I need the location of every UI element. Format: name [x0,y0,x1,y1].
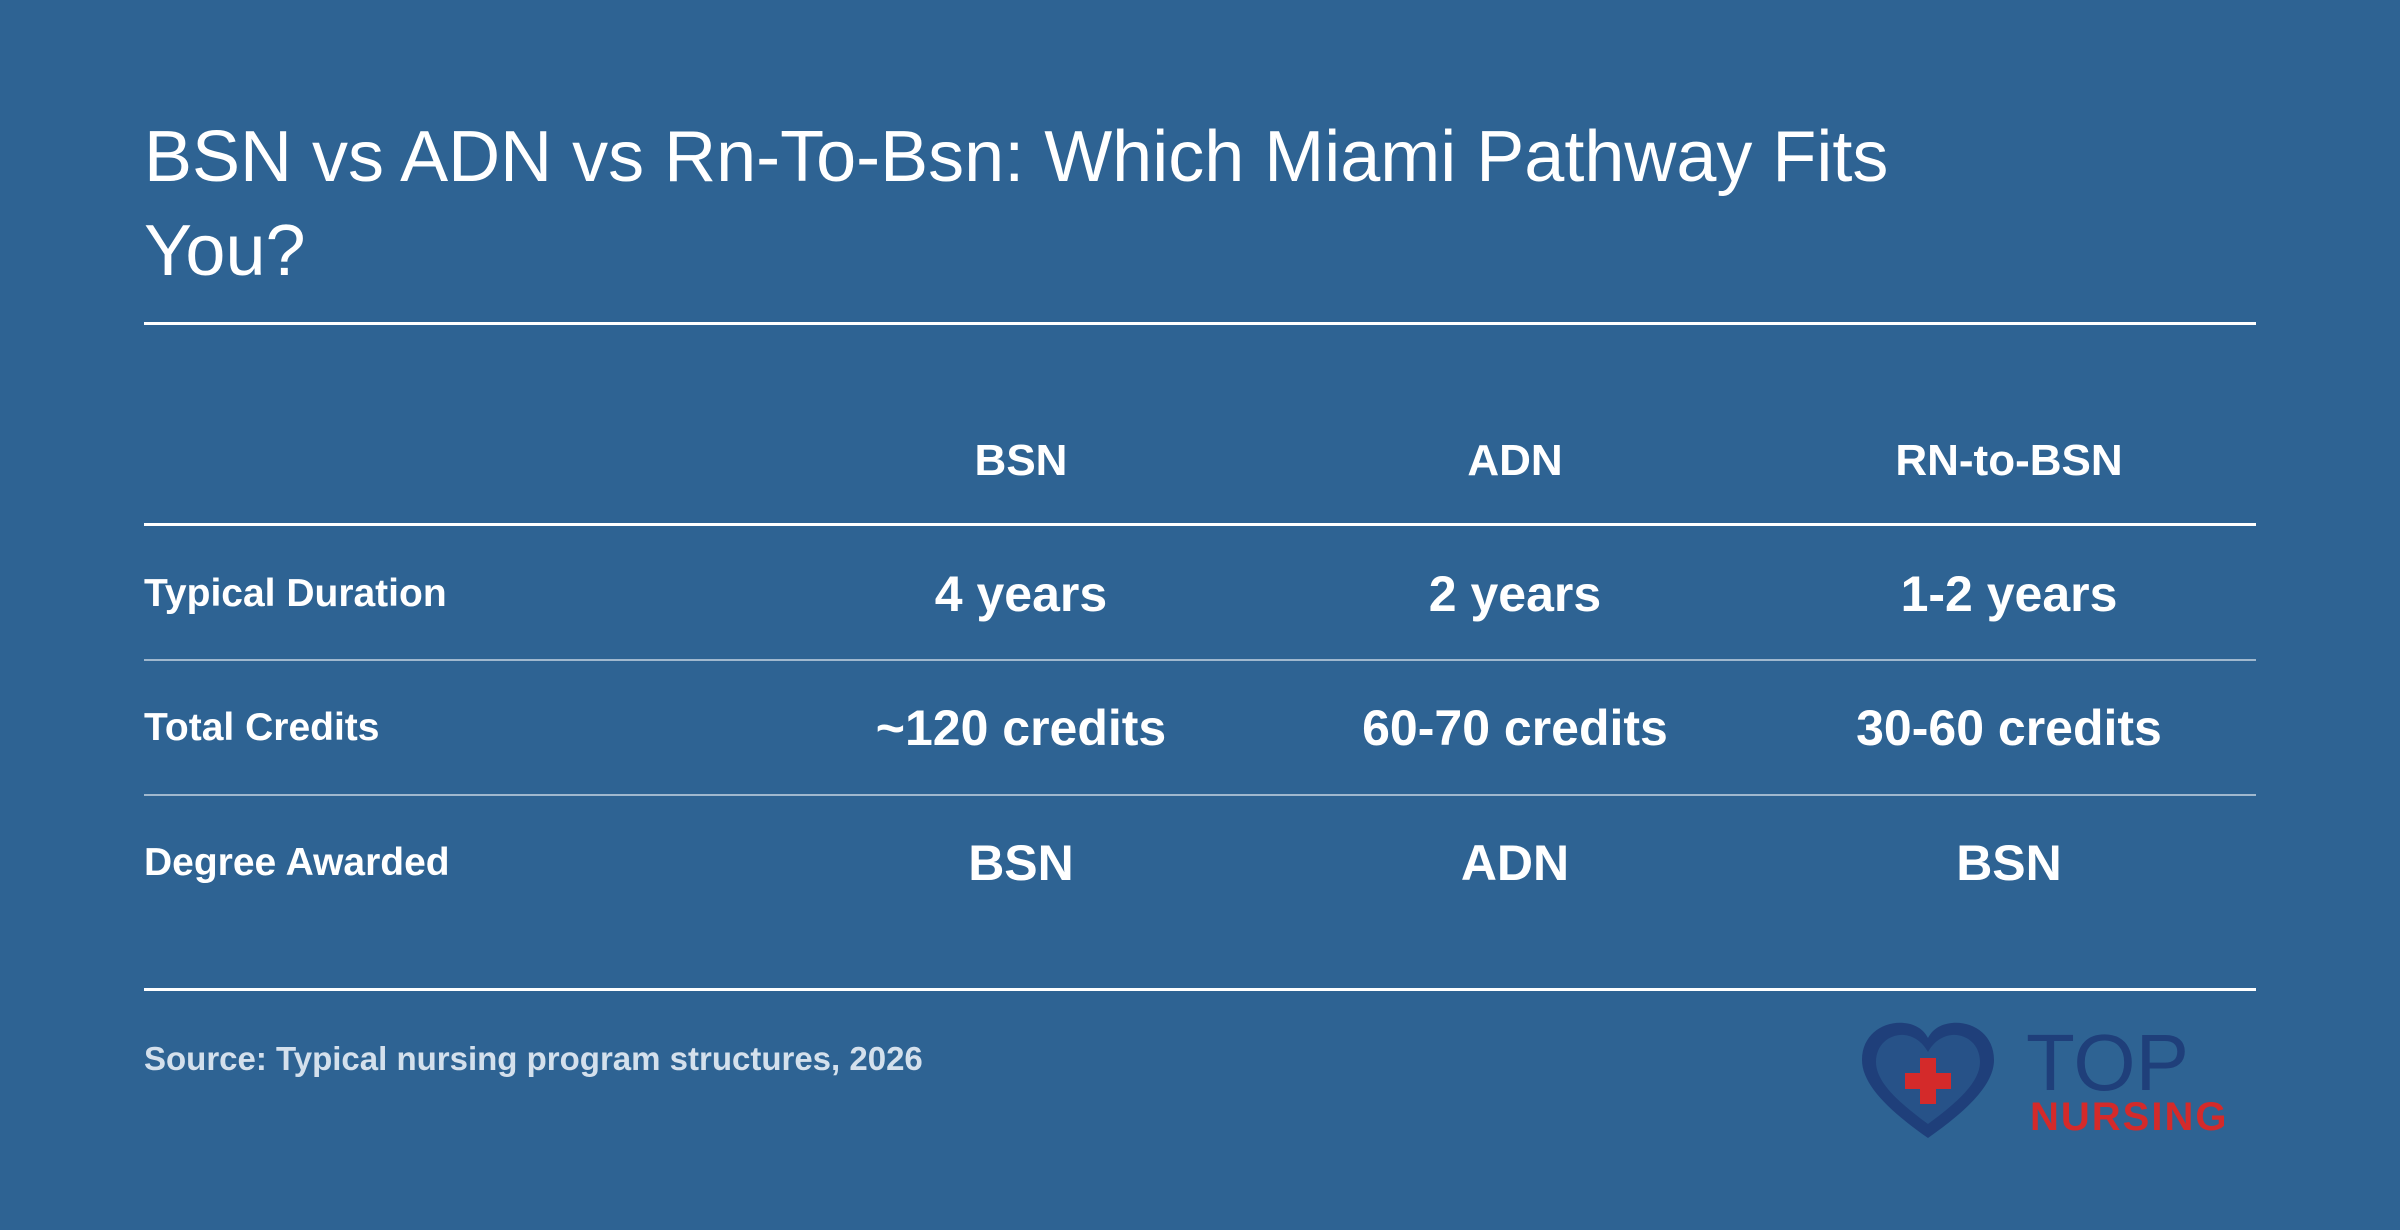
footer-divider [144,988,2256,991]
row-divider [144,659,2256,661]
row-label-total-credits: Total Credits [144,706,380,749]
cell-rn-to-bsn-degree: BSN [1956,835,2062,891]
cell-bsn-degree: BSN [968,835,1074,891]
cell-rn-to-bsn-credits: 30-60 credits [1856,700,2162,756]
cell-bsn-duration: 4 years [934,566,1108,622]
column-header-bsn: BSN [974,436,1068,485]
source-note: Source: Typical nursing program structur… [144,1040,923,1077]
column-header-adn: ADN [1467,436,1563,485]
cell-adn-degree: ADN [1460,835,1570,891]
header-divider [144,523,2256,526]
row-label-typical-duration: Typical Duration [144,572,447,615]
logo-text-bottom: NURSING [2030,1095,2228,1139]
logo-text-top: TOP [2026,1020,2189,1107]
cell-bsn-credits: ~120 credits [875,700,1167,756]
column-header-rn-to-bsn: RN-to-BSN [1895,436,2123,485]
cell-adn-duration: 2 years [1428,566,1602,622]
row-divider [144,794,2256,796]
top-nursing-logo: TOP NURSING [1862,1020,2228,1139]
title-divider [144,322,2256,325]
cell-adn-credits: 60-70 credits [1362,700,1668,756]
page-title: BSN vs ADN vs Rn-To-Bsn: Which Miami Pat… [144,117,1889,291]
heart-cross-icon [1862,1022,1994,1138]
row-label-degree-awarded: Degree Awarded [144,841,450,884]
cell-rn-to-bsn-duration: 1-2 years [1900,566,2118,622]
